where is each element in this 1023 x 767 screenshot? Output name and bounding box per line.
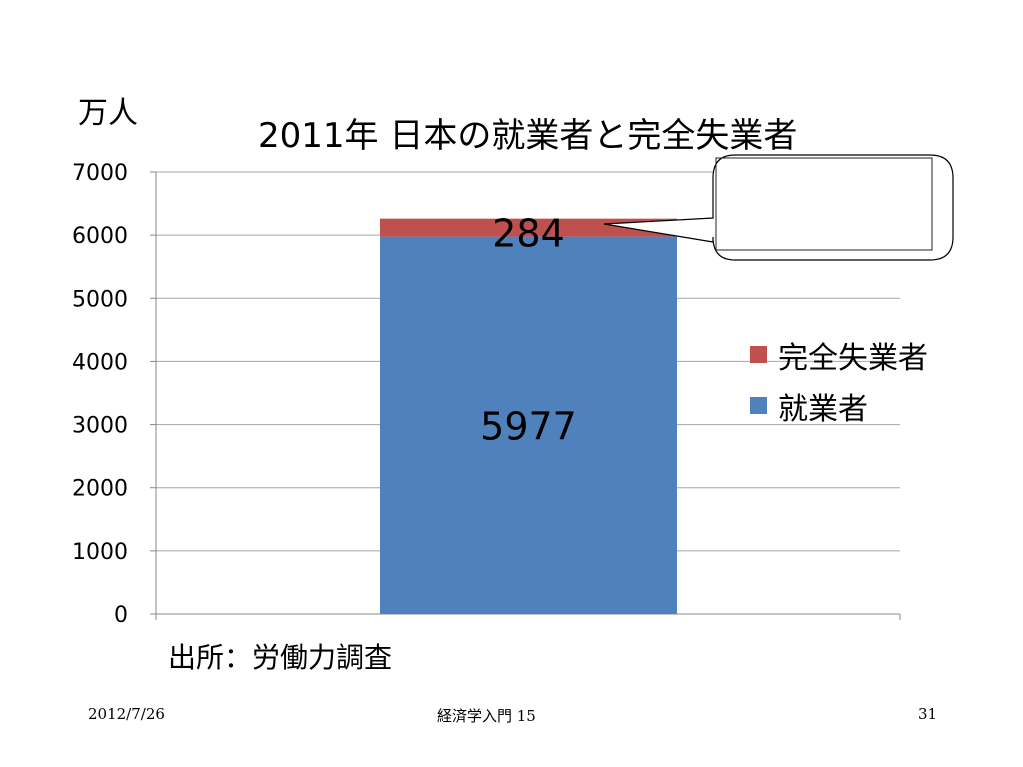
legend-swatch [750,397,767,414]
axes: 0 1000 2000 3000 4000 5000 6000 7000 [72,161,901,628]
legend-label: 完全失業者 [778,341,928,376]
y-tick-label: 4000 [72,350,128,375]
y-tick-label: 1000 [72,540,128,565]
footer-date: 2012/7/26 [88,705,165,723]
y-tick-label: 6000 [72,224,128,249]
y-axis-unit-label: 万人 [78,96,138,131]
footer-course: 経済学入門 15 [437,707,536,725]
callout-box [603,154,954,261]
bars [380,218,677,614]
bar-segment-employed [380,236,677,614]
y-tick-label: 3000 [72,414,128,439]
chart-title: 2011年 日本の就業者と完全失業者 [258,116,798,156]
data-labels: 5977 284 [480,212,577,449]
data-label-employed: 5977 [480,404,577,448]
bar-segment-unemployed [380,218,677,237]
footer-page-number: 31 [918,705,938,723]
data-label-unemployed: 284 [492,212,565,256]
legend-label: 就業者 [778,392,868,427]
source-note: 出所：労働力調査 [168,641,393,674]
y-tick-label: 0 [114,603,128,628]
y-tick-label: 5000 [72,287,128,312]
y-tick-label: 2000 [72,477,128,502]
y-tick-label: 7000 [72,161,128,186]
legend-swatch [750,346,767,363]
